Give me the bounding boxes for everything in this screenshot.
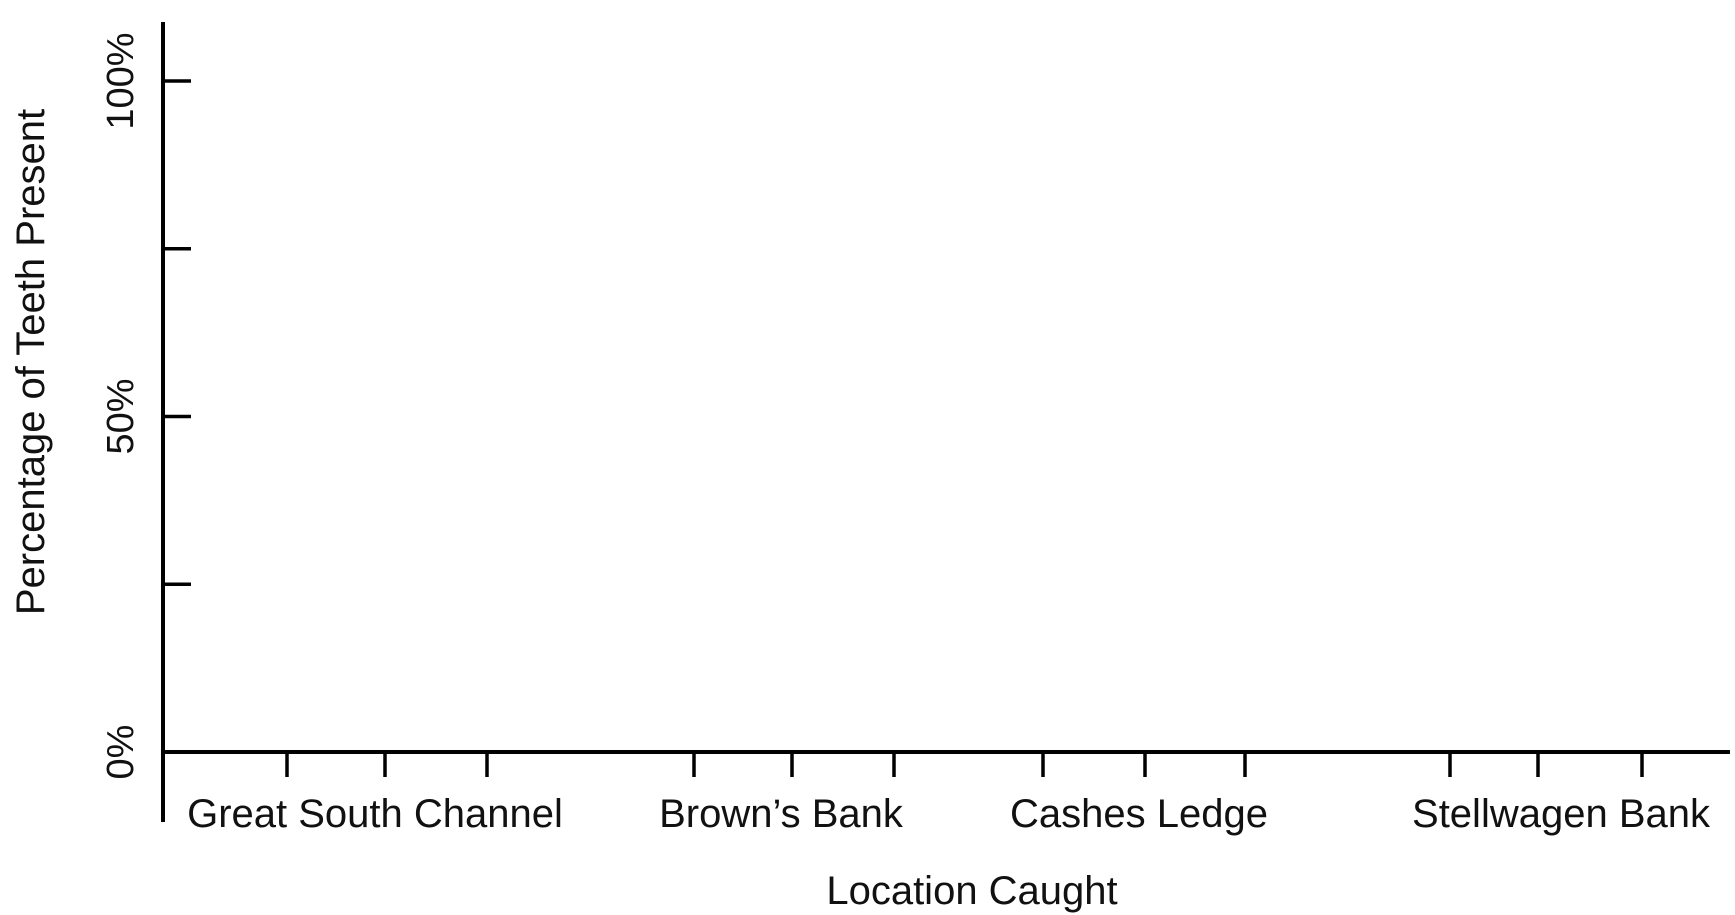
x-axis-ticks [285, 752, 1644, 777]
x-axis-title: Location Caught [826, 869, 1117, 913]
category-label-3: Stellwagen Bank [1412, 792, 1711, 836]
y-axis-ticks [163, 79, 191, 754]
category-label-1: Brown’s Bank [659, 792, 904, 836]
x-axis-category-labels: Great South Channel Brown’s Bank Cashes Le… [187, 792, 1711, 836]
y-axis-title: Percentage of Teeth Present [9, 109, 53, 615]
category-label-0: Great South Channel [187, 792, 563, 836]
category-label-2: Cashes Ledge [1010, 792, 1268, 836]
y-tick-label-1: 50% [100, 378, 142, 454]
y-tick-label-2: 100% [100, 32, 142, 129]
y-tick-label-0: 0% [100, 725, 142, 780]
y-axis-tick-labels: 0% 50% 100% [100, 32, 142, 779]
